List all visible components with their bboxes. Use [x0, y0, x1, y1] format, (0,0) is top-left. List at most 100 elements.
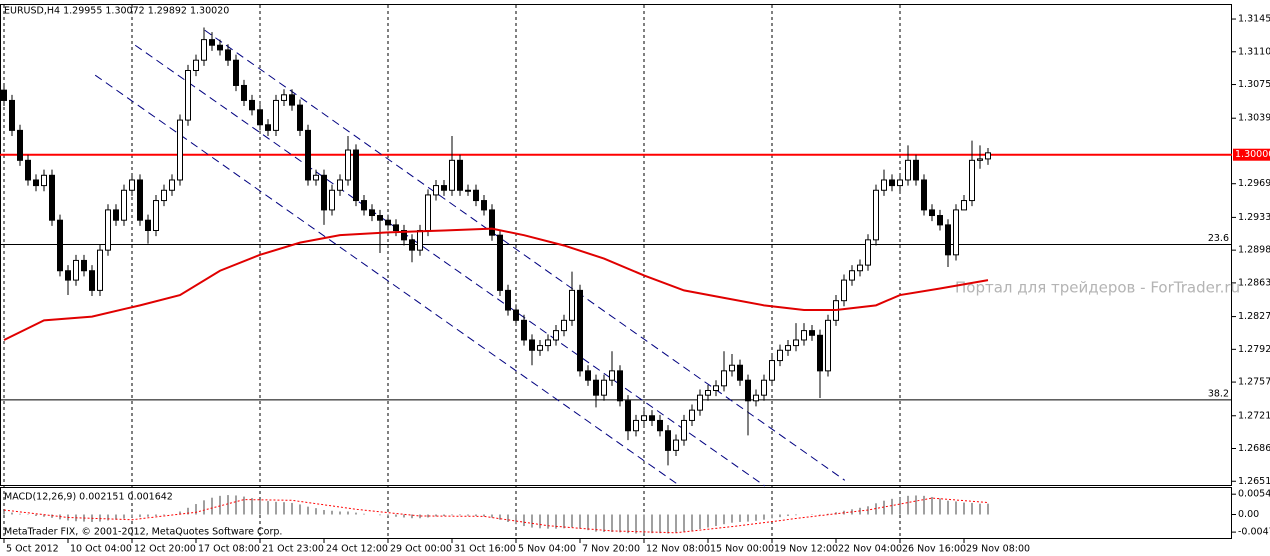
y-tick-label: 1.30390: [1238, 113, 1270, 124]
candle-body: [905, 159, 911, 181]
candle-body: [473, 189, 479, 202]
candle-body: [577, 289, 583, 372]
candle-body: [449, 159, 455, 191]
candle-body: [65, 270, 71, 281]
y-tick-label: 1.29690: [1238, 178, 1270, 189]
candle-body: [177, 119, 183, 181]
candle-body: [305, 129, 311, 181]
x-tick-label: 17 Oct 08:00: [198, 544, 260, 555]
candle-body: [497, 234, 503, 291]
candle-body: [529, 339, 535, 351]
candle-body: [153, 200, 159, 231]
candle-body: [17, 129, 23, 161]
y-tick-label: 1.29330: [1238, 212, 1270, 223]
y-tick-label: 1.27210: [1238, 410, 1270, 421]
candle-body: [737, 364, 743, 381]
candle-body: [369, 209, 375, 217]
candle-body: [793, 339, 799, 347]
candle-body: [537, 345, 543, 351]
candle-body: [89, 270, 95, 291]
candle-body: [161, 189, 167, 202]
y-tick-label: 1.27570: [1238, 377, 1270, 388]
candle-body: [713, 385, 719, 391]
y-tick-label: 1.28270: [1238, 311, 1270, 322]
x-tick-label: 10 Oct 04:00: [70, 544, 132, 555]
candle-body: [401, 229, 407, 241]
candle-body: [465, 189, 471, 192]
candle-body: [233, 59, 239, 86]
candle-body: [489, 209, 495, 236]
candle-body: [753, 394, 759, 402]
candle-body: [689, 409, 695, 421]
x-tick-label: 5 Nov 04:00: [518, 544, 576, 555]
candle-body: [249, 99, 255, 111]
candle-body: [785, 345, 791, 351]
trendline: [204, 29, 846, 481]
candle-body: [673, 439, 679, 451]
candle-body: [665, 430, 671, 451]
candle-body: [985, 152, 991, 160]
candle-body: [385, 219, 391, 226]
candle-body: [257, 109, 263, 126]
y-tick-label: 1.26860: [1238, 443, 1270, 454]
candle-body: [49, 174, 55, 221]
x-tick-label: 12 Oct 20:00: [134, 544, 196, 555]
candle-body: [457, 159, 463, 191]
candle-body: [641, 415, 647, 421]
level-price-label: 1.30000: [1235, 149, 1270, 160]
y-tick-label: 1.28630: [1238, 277, 1270, 288]
candle-body: [185, 69, 191, 121]
indicator-pane-frame: [0, 487, 1232, 539]
candle-body: [417, 229, 423, 251]
candle-body: [721, 370, 727, 387]
candle-body: [849, 270, 855, 281]
candle-body: [433, 185, 439, 196]
candle-body: [513, 309, 519, 321]
candle-body: [649, 415, 655, 421]
candle-body: [209, 39, 215, 46]
y-tick-label: 1.26510: [1238, 476, 1270, 487]
candle-body: [481, 200, 487, 211]
candle-body: [857, 264, 863, 272]
candle-body: [97, 249, 103, 291]
candle-body: [505, 289, 511, 311]
candle-body: [57, 219, 63, 272]
candle-body: [889, 179, 895, 187]
candle-body: [9, 99, 15, 131]
candle-body: [121, 189, 127, 221]
x-tick-label: 26 Nov 16:00: [902, 544, 966, 555]
candle-body: [33, 179, 39, 187]
candle-body: [809, 330, 815, 336]
candle-body: [225, 49, 231, 61]
candle-body: [129, 179, 135, 191]
candle-body: [593, 379, 599, 396]
candle-body: [777, 349, 783, 362]
y-tick-label: 0.005441: [1238, 489, 1270, 500]
x-tick-label: 22 Nov 04:00: [838, 544, 902, 555]
candle-body: [105, 209, 111, 251]
candle-body: [929, 209, 935, 217]
y-tick-label: 1.31450: [1238, 14, 1270, 25]
candle-body: [585, 370, 591, 381]
level-price-box: [1233, 148, 1270, 161]
candle-body: [761, 379, 767, 396]
candle-body: [329, 189, 335, 211]
candle-body: [769, 360, 775, 381]
x-tick-label: 29 Nov 08:00: [966, 544, 1030, 555]
copyright: MetaTrader FIX, © 2001-2012, MetaQuotes …: [4, 527, 282, 538]
x-tick-label: 15 Nov 00:00: [710, 544, 774, 555]
candle-body: [561, 319, 567, 332]
candle-body: [969, 159, 975, 202]
trendline: [134, 44, 766, 487]
candle-body: [297, 104, 303, 131]
candle-body: [977, 158, 983, 161]
x-tick-label: 19 Nov 12:00: [774, 544, 838, 555]
candle-body: [273, 99, 279, 131]
y-tick-label: 1.31100: [1238, 46, 1270, 57]
candle-body: [729, 364, 735, 372]
candle-body: [313, 174, 319, 181]
candle-body: [265, 124, 271, 131]
candle-body: [393, 224, 399, 231]
candle-body: [137, 179, 143, 221]
